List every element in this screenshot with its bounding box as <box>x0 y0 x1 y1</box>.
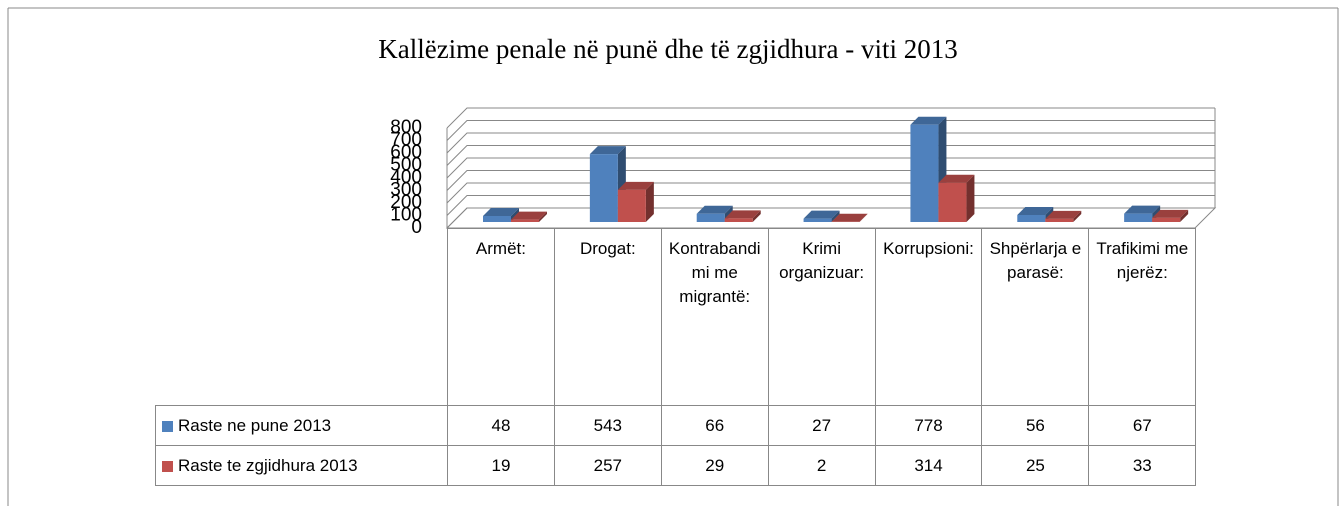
bar-face <box>1045 210 1082 219</box>
category-label: Korrupsioni: <box>874 228 983 406</box>
bar-face <box>696 205 733 214</box>
y-tick-label: 800 <box>390 117 422 138</box>
bar-face <box>724 218 753 222</box>
value-cell: 314 <box>874 445 983 486</box>
grid-line <box>446 132 1215 154</box>
value-cell: 29 <box>660 445 769 486</box>
value-cell: 27 <box>767 405 876 446</box>
blank-cell <box>155 228 448 406</box>
bar-face <box>724 210 761 219</box>
y-tick-label: 400 <box>390 167 422 188</box>
value-cell: 19 <box>447 445 555 486</box>
bar-face <box>696 213 725 222</box>
bar-face <box>511 211 547 220</box>
bar-face <box>1073 210 1082 222</box>
bar-face <box>966 174 975 222</box>
bar-face <box>1152 209 1189 218</box>
bar <box>938 174 975 222</box>
value-cell: 67 <box>1088 405 1197 446</box>
grid-line <box>446 107 1215 129</box>
bar-face <box>859 213 868 222</box>
series-row: Raste ne pune 2013 48 543 66 27 778 56 67 <box>155 405 1197 446</box>
category-label: Armët: <box>447 228 555 406</box>
category-label: Krimi organizuar: <box>767 228 876 406</box>
bar-face <box>1017 215 1046 222</box>
bar-face <box>831 213 868 222</box>
bar-face <box>831 210 840 222</box>
grid-line <box>446 120 1215 141</box>
category-row: Armët: Drogat: Kontrabandimi me migrantë: K… <box>155 228 1197 406</box>
grid-line <box>446 170 1215 191</box>
bar-face <box>1152 217 1181 222</box>
bar-face <box>1124 213 1153 222</box>
bar-face <box>803 210 840 219</box>
bar-face <box>589 154 618 222</box>
bar-face <box>617 189 646 222</box>
value-cell: 48 <box>447 405 555 446</box>
y-tick-label: 100 <box>390 205 422 226</box>
bar-face <box>938 182 967 222</box>
category-label: Kontrabandimi me migrantë: <box>660 228 769 406</box>
y-tick-label: 0 <box>411 217 422 238</box>
bar <box>617 181 654 222</box>
bar-face <box>1017 207 1054 215</box>
bar <box>803 210 840 222</box>
bar-face <box>483 216 511 222</box>
y-tick-label: 700 <box>390 130 422 151</box>
value-cell: 25 <box>981 445 1090 486</box>
bar-face <box>803 218 832 222</box>
value-cell: 543 <box>553 405 662 446</box>
bar-face <box>1045 218 1074 222</box>
grid-line <box>446 182 1215 204</box>
bar-face <box>910 124 939 222</box>
bar-face <box>910 116 947 125</box>
value-cell: 66 <box>660 405 769 446</box>
bar <box>831 213 868 222</box>
bar <box>724 210 761 222</box>
bar <box>1045 210 1082 222</box>
grid-line <box>446 157 1215 179</box>
y-tick-label: 200 <box>390 192 422 213</box>
legend-swatch <box>162 460 173 472</box>
bar-face <box>617 181 654 190</box>
category-label: Drogat: <box>553 228 662 406</box>
legend-swatch <box>162 420 173 432</box>
bar-face <box>938 174 975 183</box>
legend-label: Raste ne pune 2013 <box>178 415 332 435</box>
value-cell: 257 <box>553 445 662 486</box>
y-tick-label: 500 <box>390 155 422 176</box>
data-table: Armët: Drogat: Kontrabandimi me migrantë: K… <box>155 228 1197 486</box>
value-cell: 778 <box>874 405 983 446</box>
series-row: Raste te zgjidhura 2013 19 257 29 2 314 25 33 <box>155 445 1197 486</box>
bar-face <box>645 181 654 222</box>
value-cell: 56 <box>981 405 1090 446</box>
category-label: Shpërlarja e parasë: <box>981 228 1090 406</box>
bar-face <box>752 210 761 222</box>
bar-face <box>589 146 626 155</box>
legend-cell: Raste ne pune 2013 <box>155 405 448 446</box>
y-tick-label: 300 <box>390 180 422 201</box>
value-cell: 2 <box>767 445 876 486</box>
bar-face <box>1180 209 1189 222</box>
bar-face <box>511 219 539 222</box>
y-tick-label: 600 <box>390 142 422 163</box>
legend-cell: Raste te zgjidhura 2013 <box>155 445 448 486</box>
legend-label: Raste te zgjidhura 2013 <box>178 455 358 475</box>
bar <box>511 211 547 222</box>
chart-title: Kallëzime penale në punë dhe të zgjidhur… <box>378 34 958 64</box>
bar-face <box>483 208 519 216</box>
value-cell: 33 <box>1088 445 1197 486</box>
category-label: Trafikimi me njerëz: <box>1088 228 1197 406</box>
bar <box>1152 209 1189 222</box>
bar-face <box>1124 205 1161 214</box>
grid-line <box>446 145 1215 166</box>
bar-face <box>539 211 547 222</box>
